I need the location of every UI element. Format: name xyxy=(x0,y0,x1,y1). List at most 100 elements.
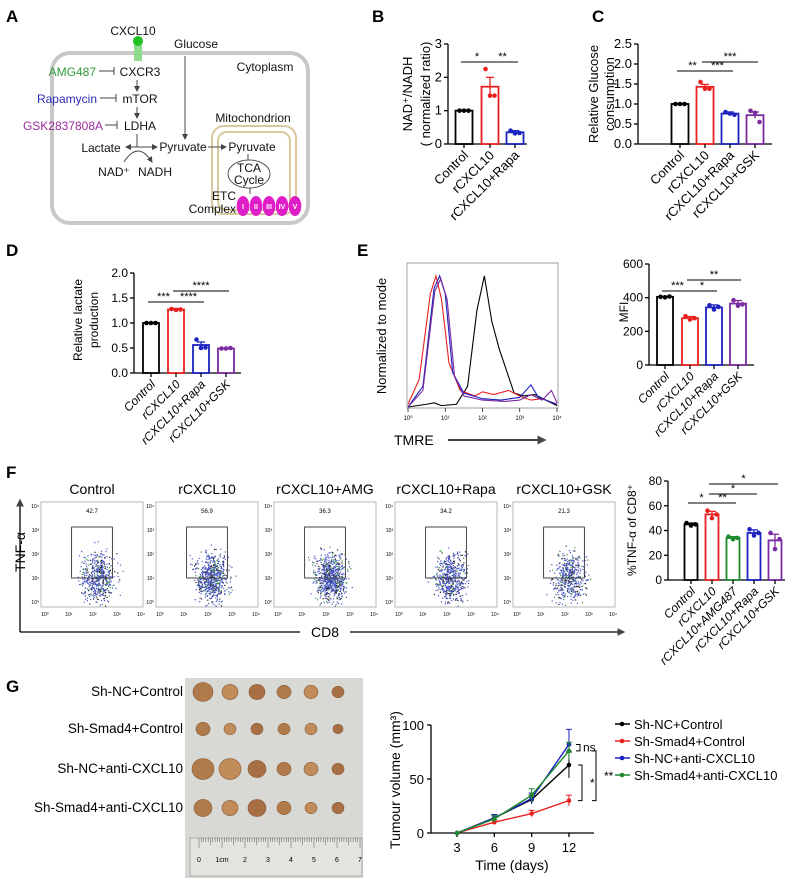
flow-event-dot xyxy=(563,575,565,577)
flow-event-dot xyxy=(207,559,209,561)
pyruvate-mito-label: Pyruvate xyxy=(228,140,276,154)
flow-event-dot xyxy=(215,566,217,569)
y-tick-label: 0.0 xyxy=(111,366,128,380)
flow-event-dot xyxy=(204,582,206,585)
flow-event-dot xyxy=(462,601,464,603)
flow-event-dot xyxy=(446,567,448,569)
flow-event-dot xyxy=(91,571,93,573)
flow-event-dot xyxy=(450,594,452,596)
flow-event-dot xyxy=(326,570,328,572)
flow-event-dot xyxy=(204,585,206,588)
flow-event-dot xyxy=(328,574,330,576)
flow-event-dot xyxy=(98,570,100,573)
flow-event-dot xyxy=(580,582,582,584)
flow-event-dot xyxy=(218,579,220,581)
flow-event-dot xyxy=(95,569,97,571)
flow-event-dot xyxy=(340,568,342,571)
flow-event-dot xyxy=(460,595,462,597)
significance-label: ** xyxy=(710,269,719,281)
flow-event-dot xyxy=(560,586,562,588)
flow-event-dot xyxy=(222,568,224,570)
flow-event-dot xyxy=(322,565,324,568)
flow-event-dot xyxy=(82,583,84,585)
flow-event-dot xyxy=(444,561,447,563)
gate-percentage: 36.3 xyxy=(319,509,331,515)
y-tick-label: 200 xyxy=(623,324,643,338)
flow-event-dot xyxy=(213,595,215,597)
flow-event-dot xyxy=(568,582,571,584)
flow-event-dot xyxy=(447,578,449,580)
flow-event-dot xyxy=(325,580,327,582)
flow-event-dot xyxy=(462,583,464,585)
flow-event-dot xyxy=(96,571,99,574)
flow-event-dot xyxy=(218,590,220,592)
flow-event-dot xyxy=(442,566,444,568)
flow-event-dot xyxy=(205,578,207,580)
y-tick-label: 0 xyxy=(655,573,662,587)
flow-event-dot xyxy=(332,584,334,586)
y-axis-label: consumption xyxy=(602,57,617,131)
flow-event-dot xyxy=(328,565,330,567)
flow-event-dot xyxy=(218,574,221,576)
flow-event-dot xyxy=(572,559,574,561)
flow-event-dot xyxy=(328,589,330,591)
flow-event-dot xyxy=(331,560,333,562)
flow-event-dot xyxy=(567,568,569,570)
flow-event-dot xyxy=(582,593,584,595)
flow-event-dot xyxy=(83,601,85,603)
flow-event-dot xyxy=(102,592,104,594)
flow-event-dot xyxy=(206,570,209,572)
flow-event-dot xyxy=(212,574,214,576)
flow-event-dot xyxy=(465,593,467,595)
flow-event-dot xyxy=(441,585,443,587)
flow-event-dot xyxy=(104,575,106,577)
data-point xyxy=(740,302,745,307)
flow-event-dot xyxy=(217,562,219,564)
flow-event-dot xyxy=(466,568,468,570)
flow-event-dot xyxy=(325,581,327,583)
flow-event-dot xyxy=(578,556,580,558)
flow-event-dot xyxy=(326,589,328,591)
flow-event-dot xyxy=(447,574,449,576)
flow-event-dot xyxy=(573,571,575,573)
flow-event-dot xyxy=(218,582,220,584)
flow-event-dot xyxy=(214,592,216,594)
flow-event-dot xyxy=(319,604,321,606)
flow-event-dot xyxy=(459,551,461,553)
flow-event-dot xyxy=(328,569,331,571)
flow-event-dot xyxy=(568,580,570,583)
flow-event-dot xyxy=(224,584,226,586)
flow-event-dot xyxy=(574,578,577,580)
flow-event-dot xyxy=(205,558,207,560)
flow-event-dot xyxy=(97,561,99,563)
flow-event-dot xyxy=(445,558,447,560)
data-point xyxy=(223,346,229,351)
flow-event-dot xyxy=(560,581,562,583)
flow-event-dot xyxy=(204,582,206,584)
flow-x-tick-label: 10⁰ xyxy=(156,612,164,618)
flow-event-dot xyxy=(466,580,468,582)
flow-x-tick-label: 10³ xyxy=(467,612,475,618)
flow-event-dot xyxy=(205,575,207,577)
flow-event-dot xyxy=(98,580,100,582)
flow-event-dot xyxy=(210,557,212,559)
inhibitor-amg487: AMG487 xyxy=(49,65,97,79)
tumour-specimen xyxy=(276,762,292,776)
flow-event-dot xyxy=(211,601,213,603)
flow-event-dot xyxy=(219,580,221,582)
significance-bracket xyxy=(592,750,597,802)
flow-event-dot xyxy=(438,570,440,572)
flow-event-dot xyxy=(216,599,218,601)
flow-event-dot xyxy=(445,566,447,568)
flow-event-dot xyxy=(84,579,86,581)
flow-event-dot xyxy=(449,578,451,580)
tumour-specimen xyxy=(248,684,266,700)
flow-gate xyxy=(304,526,346,579)
flow-event-dot xyxy=(453,557,455,559)
flow-event-dot xyxy=(317,587,319,589)
flow-event-dot xyxy=(320,554,322,556)
flow-event-dot xyxy=(579,572,581,574)
flow-event-dot xyxy=(205,551,207,553)
flow-event-dot xyxy=(569,571,571,573)
flow-event-dot xyxy=(91,559,94,561)
